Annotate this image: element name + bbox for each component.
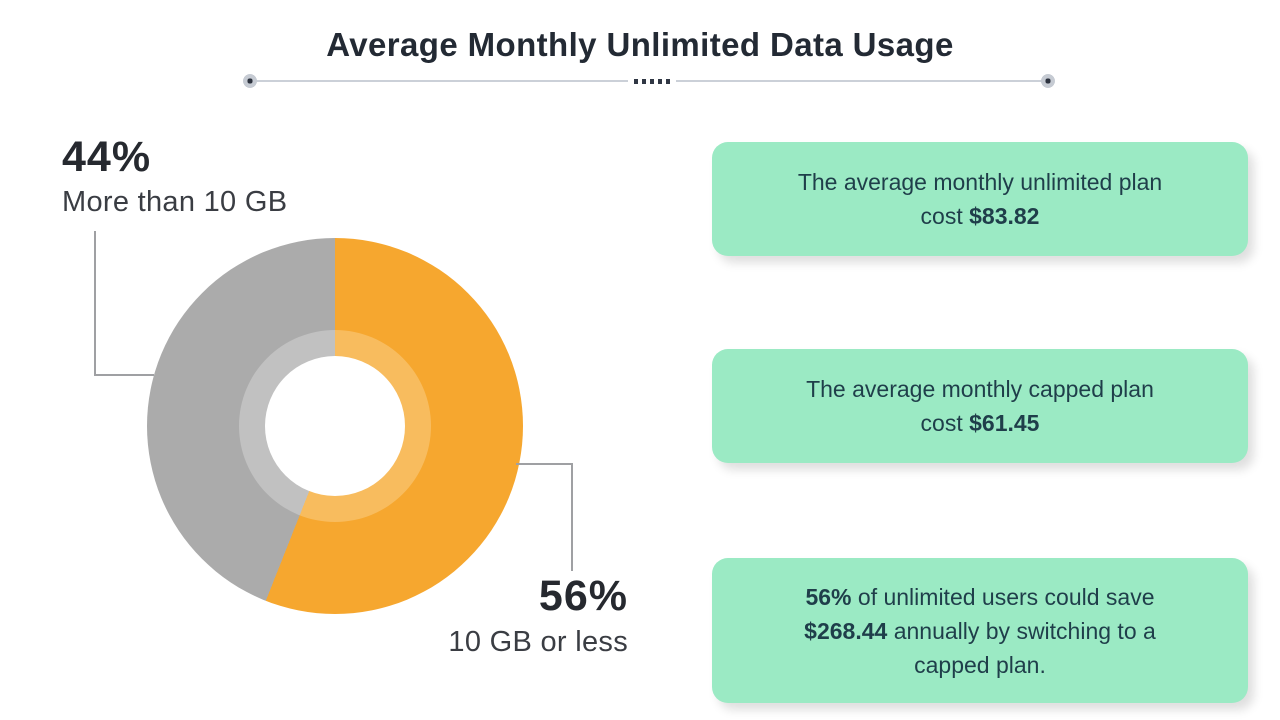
divider-endpoint-dot-right [1041, 74, 1055, 88]
divider-endpoint-dot-left [243, 74, 257, 88]
card-text-line: 56% of unlimited users could save [805, 583, 1155, 610]
donut-hole [265, 356, 405, 496]
stat-card-savings: 56% of unlimited users could save $268.4… [712, 558, 1248, 703]
card-text-line: capped plan. [914, 651, 1046, 678]
callout-line-44-vertical [94, 231, 96, 376]
card-text-line: The average monthly capped plan [806, 376, 1154, 402]
card-text-line: The average monthly unlimited plan [797, 169, 1163, 195]
page-title: Average Monthly Unlimited Data Usage [326, 26, 954, 63]
stat-card-unlimited-cost: The average monthly unlimited plan cost … [712, 142, 1248, 256]
card-text-line: cost $61.45 [920, 410, 1040, 436]
stat-card-capped-cost: The average monthly capped plan cost $61… [712, 349, 1248, 463]
slice-56-percent-label: 56% [538, 572, 628, 620]
card-text-line: $268.44 annually by switching to a [804, 617, 1156, 644]
callout-line-44-horizontal [94, 374, 154, 376]
card-text-line: cost $83.82 [920, 203, 1040, 229]
slice-44-text-label: More than 10 GB [62, 186, 288, 218]
callout-line-56-horizontal [516, 463, 573, 465]
donut-chart [147, 238, 523, 614]
callout-line-56-vertical [571, 463, 573, 571]
slice-44-percent-label: 44% [62, 133, 152, 181]
slice-56-text-label: 10 GB or less [448, 626, 628, 658]
divider-center-dashes [628, 75, 676, 87]
